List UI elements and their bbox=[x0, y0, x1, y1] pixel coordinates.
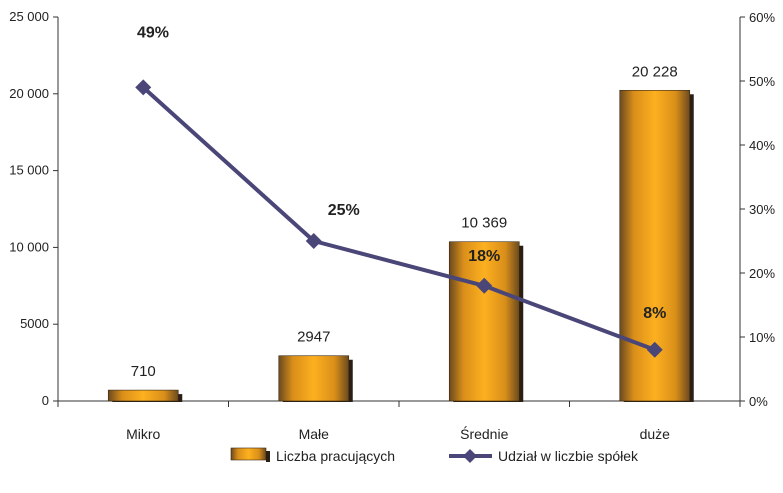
legend: Liczba pracujących Udział w liczbie spółe… bbox=[230, 447, 639, 464]
axes: 0 5000 10 000 15 000 20 000 25 000 0% 10% 20% 30%… bbox=[9, 9, 775, 442]
bar-data-label: 710 bbox=[131, 363, 156, 380]
y-right-tick-label: 40% bbox=[749, 138, 775, 153]
legend-line-marker bbox=[463, 449, 477, 463]
x-tick-label: Małe bbox=[299, 426, 330, 442]
legend-bar-swatch bbox=[230, 447, 267, 461]
y-left-tick-label: 25 000 bbox=[9, 9, 49, 24]
y-left-tick-label: 10 000 bbox=[9, 239, 49, 254]
y-left-tick-label: 5000 bbox=[20, 316, 49, 331]
x-tick-label: Mikro bbox=[126, 426, 160, 442]
y-right-tick-label: 60% bbox=[749, 10, 775, 25]
y-right-tick-label: 10% bbox=[749, 330, 775, 345]
y-right-tick-label: 50% bbox=[749, 74, 775, 89]
line-point-marker bbox=[476, 277, 493, 294]
line-point-marker bbox=[646, 341, 663, 358]
line-series bbox=[135, 79, 663, 358]
legend-label-bars: Liczba pracujących bbox=[276, 448, 395, 464]
y-left-tick-label: 15 000 bbox=[9, 163, 49, 178]
series-line bbox=[141, 85, 656, 352]
line-data-label: 49% bbox=[137, 24, 169, 41]
bar-data-label: 10 369 bbox=[461, 215, 507, 232]
bar-series bbox=[107, 89, 694, 403]
line-data-label: 25% bbox=[328, 202, 360, 219]
bar bbox=[107, 389, 179, 402]
y-left-tick-label: 0 bbox=[42, 393, 49, 408]
line-data-label: 18% bbox=[468, 248, 500, 265]
bar bbox=[448, 241, 520, 402]
y-right-tick-label: 0% bbox=[749, 394, 768, 409]
legend-bar-swatch-shadow bbox=[266, 451, 270, 462]
x-tick-label: duże bbox=[640, 426, 671, 442]
x-tick-label: Średnie bbox=[460, 425, 508, 442]
data-labels: 710 2947 10 369 20 228 49% 25% 18% 8% bbox=[131, 24, 678, 380]
line-point-marker bbox=[135, 79, 152, 96]
legend-label-line: Udział w liczbie spółek bbox=[498, 448, 639, 464]
y-right-tick-label: 30% bbox=[749, 202, 775, 217]
y-right-tick-label: 20% bbox=[749, 266, 775, 281]
y-left-tick-label: 20 000 bbox=[9, 86, 49, 101]
line-data-label: 8% bbox=[643, 305, 666, 322]
bar-data-label: 2947 bbox=[297, 329, 330, 346]
line-point-marker bbox=[305, 233, 322, 249]
bar bbox=[278, 355, 350, 402]
bar-data-label: 20 228 bbox=[632, 63, 678, 80]
